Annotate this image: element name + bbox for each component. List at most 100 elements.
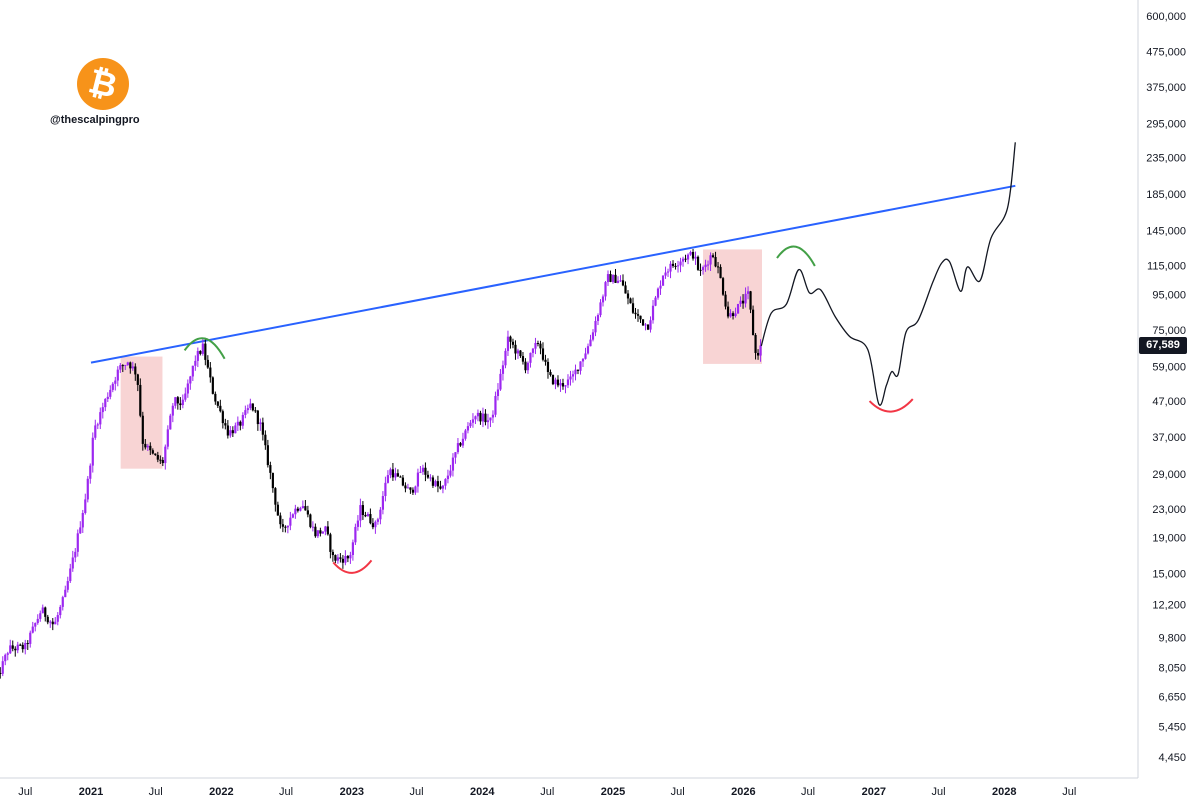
candle-body — [446, 475, 450, 480]
candle — [504, 348, 507, 369]
time-tick-label: Jul — [931, 786, 945, 798]
candle — [496, 383, 500, 401]
candle-body — [711, 255, 715, 258]
candle — [126, 361, 129, 366]
highlight-box-2 — [703, 249, 762, 364]
candle — [489, 417, 492, 428]
candle — [416, 468, 420, 493]
candle — [664, 266, 667, 279]
candle — [349, 551, 352, 564]
candle — [246, 404, 249, 414]
candle — [146, 443, 149, 452]
candle-body — [759, 345, 762, 356]
candle-body — [114, 380, 117, 384]
candle-body — [176, 397, 179, 404]
candle — [169, 413, 172, 430]
price-tick-label: 600,000 — [1146, 11, 1186, 23]
candle-body — [654, 297, 657, 306]
candle-body — [251, 403, 254, 411]
candle-body — [589, 339, 592, 347]
candle — [449, 464, 452, 478]
candle — [679, 257, 682, 273]
candle — [671, 260, 675, 268]
candle-body — [611, 274, 615, 282]
candle — [619, 275, 622, 282]
author-handle: @thescalpingpro — [50, 114, 140, 126]
candle-body — [554, 379, 557, 385]
candle — [689, 250, 692, 256]
candle — [601, 294, 605, 307]
candle — [464, 428, 467, 441]
candle-body — [111, 383, 114, 390]
candle — [724, 291, 727, 310]
candle-body — [291, 514, 294, 518]
candle-body — [721, 278, 725, 295]
candle — [519, 350, 522, 358]
candle-body — [649, 320, 652, 330]
candle-body — [296, 508, 299, 511]
candle-body — [16, 644, 19, 651]
candle — [494, 391, 497, 418]
candle-body — [569, 376, 572, 380]
candle — [741, 294, 745, 309]
candle — [581, 358, 585, 367]
candle — [454, 452, 457, 464]
candle-body — [441, 485, 445, 489]
candle-body — [581, 358, 585, 362]
candle — [366, 512, 369, 517]
candle — [591, 329, 595, 342]
candle — [124, 364, 127, 371]
candle-body — [524, 361, 527, 371]
candle — [629, 297, 632, 304]
candle — [36, 614, 39, 625]
candle-body — [301, 506, 304, 508]
candle-body — [694, 256, 697, 259]
candle-body — [11, 645, 14, 649]
candle-body — [299, 507, 302, 511]
candle — [181, 394, 184, 409]
candle-body — [386, 475, 390, 483]
candle-body — [21, 644, 24, 650]
candle — [379, 507, 382, 525]
time-tick-label: Jul — [1062, 786, 1076, 798]
candle-body — [586, 346, 590, 354]
candle-body — [309, 514, 312, 527]
candle — [0, 667, 2, 679]
candle — [716, 261, 720, 274]
candle — [264, 430, 267, 450]
time-tick-label: 2021 — [79, 786, 103, 798]
candle — [86, 476, 89, 503]
candle — [414, 485, 417, 495]
highlight-box-1 — [120, 356, 163, 469]
candle — [299, 506, 302, 512]
candle-body — [409, 487, 412, 490]
candle — [569, 370, 572, 386]
candle-body — [129, 362, 132, 369]
candle — [456, 437, 460, 455]
candle-body — [44, 607, 47, 617]
candle-body — [629, 298, 632, 304]
candle-body — [79, 527, 82, 534]
candle-body — [429, 477, 432, 479]
candle — [686, 253, 690, 265]
time-tick-label: Jul — [671, 786, 685, 798]
candle — [639, 315, 642, 323]
candle-body — [474, 416, 477, 420]
candle — [701, 265, 705, 275]
candle — [376, 517, 380, 525]
candle — [674, 263, 677, 270]
candle — [151, 448, 154, 455]
candle-body — [369, 514, 372, 524]
price-tick-label: 115,000 — [1147, 261, 1186, 273]
candle — [89, 463, 92, 484]
candle-body — [59, 606, 62, 616]
bottom-arc-2 — [868, 398, 914, 413]
candle — [244, 405, 247, 419]
candle-body — [81, 512, 84, 528]
projection-group — [760, 142, 1016, 406]
candle — [476, 409, 480, 422]
candle-body — [514, 344, 517, 354]
price-tick-label: 47,000 — [1152, 396, 1186, 408]
candle — [726, 301, 730, 319]
candle — [104, 398, 107, 412]
